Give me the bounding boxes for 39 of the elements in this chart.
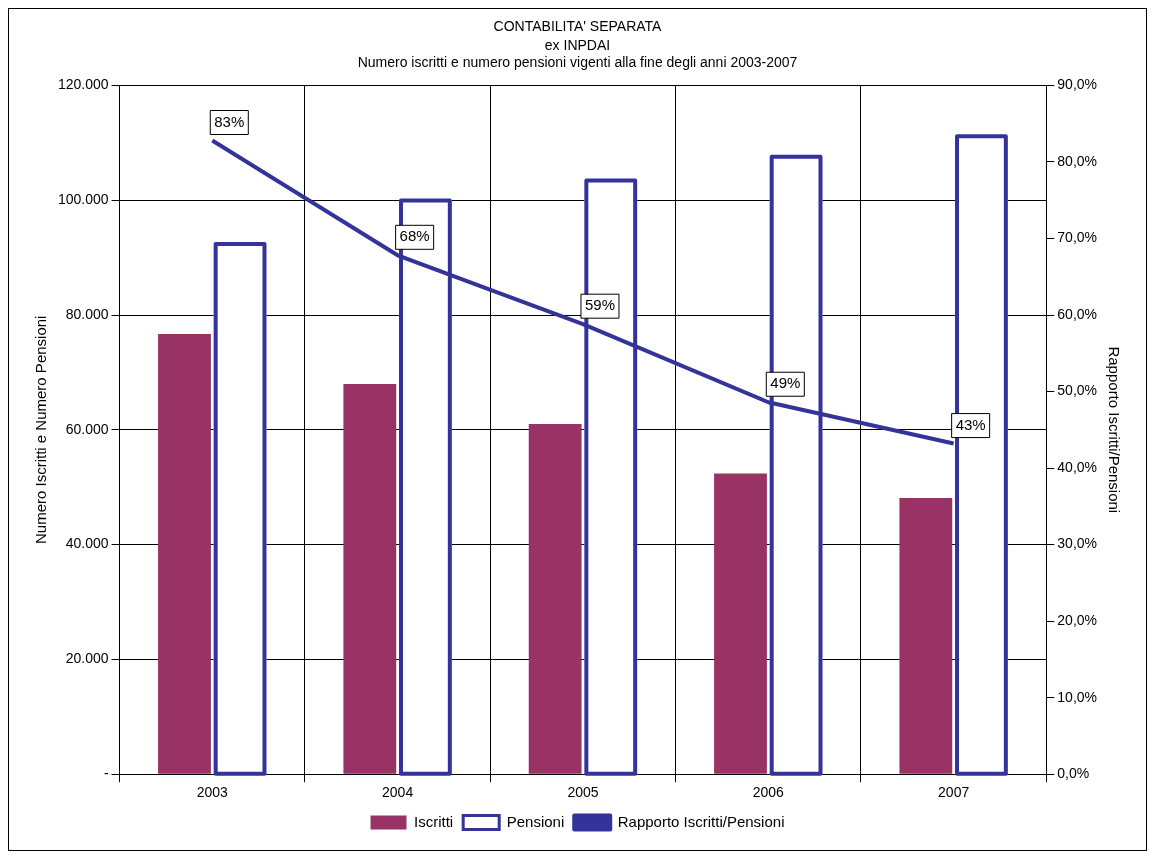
chart-subtitle: ex INPDAI Numero iscritti e numero pensioni vigenti alla fine degli anni 2003-2007 bbox=[357, 37, 798, 70]
y2-tick-label: 40,0% bbox=[1057, 458, 1098, 475]
y2-tick-label: 90,0% bbox=[1057, 76, 1098, 93]
y2-tick-label: 50,0% bbox=[1057, 382, 1098, 399]
y-tick-label: 80.000 bbox=[65, 305, 109, 322]
bar bbox=[158, 333, 211, 774]
y2-axis-title: Rapporto Iscritti/Pensioni bbox=[1105, 346, 1123, 514]
data-label: 83% bbox=[214, 112, 245, 130]
data-label: 68% bbox=[399, 227, 430, 245]
data-label: 49% bbox=[770, 374, 801, 392]
y-tick-label: 60.000 bbox=[65, 420, 109, 437]
y2-tick-label: 80,0% bbox=[1057, 152, 1098, 169]
x-tick-label: 2007 bbox=[938, 784, 970, 801]
data-label: 59% bbox=[584, 296, 615, 314]
y-tick-label: 20.000 bbox=[65, 650, 109, 667]
x-tick-label: 2004 bbox=[382, 784, 414, 801]
legend-label: Rapporto Iscritti/Pensioni bbox=[617, 812, 785, 830]
legend-label: Iscritti bbox=[414, 812, 454, 830]
y-tick-label: 40.000 bbox=[65, 535, 109, 552]
chart-title: CONTABILITA' SEPARATA bbox=[493, 18, 663, 35]
x-tick-label: 2003 bbox=[196, 784, 229, 801]
y2-tick-label: 30,0% bbox=[1057, 535, 1098, 552]
x-tick-label: 2006 bbox=[752, 784, 785, 801]
y2-tick-label: 10,0% bbox=[1057, 688, 1098, 705]
y2-tick-label: 0,0% bbox=[1057, 765, 1090, 782]
x-tick-label: 2005 bbox=[567, 784, 599, 801]
bar bbox=[528, 424, 582, 774]
bar bbox=[714, 473, 767, 774]
y-tick-label: 100.000 bbox=[58, 191, 109, 208]
y2-tick-label: 70,0% bbox=[1057, 229, 1098, 246]
legend-label: Pensioni bbox=[506, 812, 565, 830]
y2-tick-label: 60,0% bbox=[1057, 305, 1098, 322]
data-label: 43% bbox=[955, 415, 986, 433]
y2-tick-label: 20,0% bbox=[1057, 611, 1098, 628]
y-tick-label: - bbox=[103, 765, 109, 782]
bar bbox=[343, 383, 397, 774]
y-axis-title: Numero Iscritti e Numero Pensioni bbox=[32, 315, 50, 545]
bar bbox=[899, 498, 953, 774]
y-tick-label: 120.000 bbox=[58, 76, 109, 93]
